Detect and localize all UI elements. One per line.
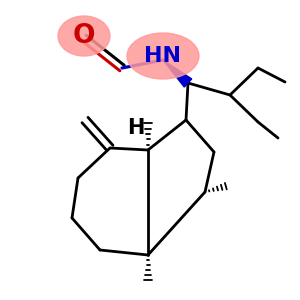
Text: H: H — [127, 118, 145, 138]
Ellipse shape — [58, 16, 110, 56]
Text: HN: HN — [145, 46, 182, 66]
Polygon shape — [163, 60, 192, 87]
Ellipse shape — [127, 33, 199, 79]
Text: O: O — [73, 23, 95, 49]
